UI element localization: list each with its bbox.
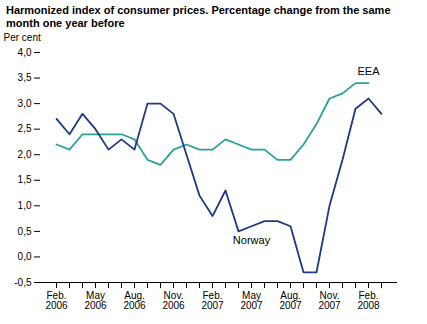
svg-text:0,0: 0,0 [18,251,32,262]
svg-text:May2007: May2007 [240,290,263,311]
svg-text:Feb.2008: Feb.2008 [357,290,380,311]
svg-text:Feb.2007: Feb.2007 [201,290,224,311]
svg-text:1,5: 1,5 [18,174,32,185]
svg-text:Per cent: Per cent [4,32,41,43]
svg-text:2,0: 2,0 [18,149,32,160]
svg-text:Feb.2006: Feb.2006 [45,290,68,311]
svg-text:4,0: 4,0 [18,47,32,58]
svg-text:Nov.2006: Nov.2006 [162,290,185,311]
svg-text:3,5: 3,5 [18,72,32,83]
svg-text:2,5: 2,5 [18,123,32,134]
svg-text:1,0: 1,0 [18,200,32,211]
svg-text:3,0: 3,0 [18,98,32,109]
svg-text:0,5: 0,5 [18,226,32,237]
svg-text:Aug.2007: Aug.2007 [279,290,302,311]
svg-text:-0,5: -0,5 [14,277,32,288]
svg-text:May2006: May2006 [84,290,107,311]
html-text:Harmonized index of consumer p: Harmonized index of consumer prices. Per… [6,4,391,29]
svg-text:EEA: EEA [357,65,380,77]
svg-text:Nov.2007: Nov.2007 [318,290,341,311]
svg-text:Aug.2006: Aug.2006 [123,290,146,311]
svg-text:Norway: Norway [233,234,271,246]
